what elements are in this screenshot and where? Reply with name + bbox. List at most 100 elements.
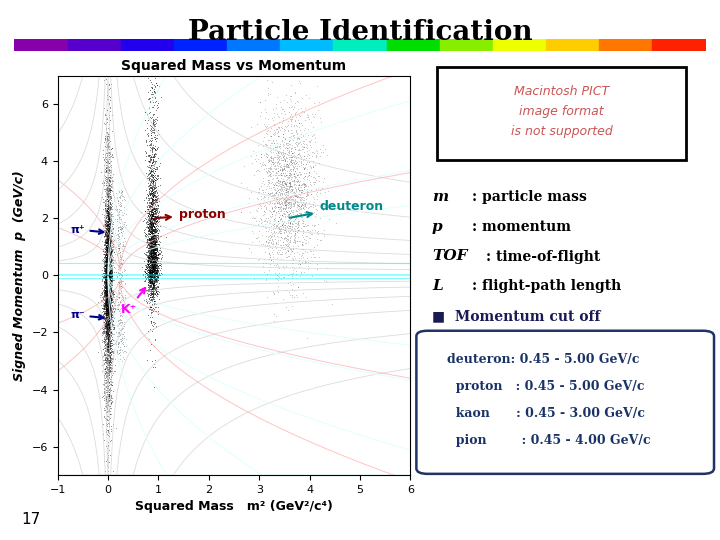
- Point: [284, 228, 295, 237]
- Point: [145, 224, 156, 233]
- Point: [96, 291, 107, 300]
- Point: [103, 361, 114, 370]
- Point: [151, 269, 163, 278]
- Point: [99, 283, 111, 292]
- Point: [99, 241, 110, 249]
- Point: [100, 335, 112, 344]
- Point: [101, 177, 112, 185]
- Point: [273, 195, 284, 204]
- Point: [148, 256, 159, 265]
- Point: [151, 263, 163, 272]
- Point: [100, 227, 112, 235]
- Point: [104, 308, 116, 317]
- Point: [148, 203, 159, 212]
- Point: [147, 240, 158, 248]
- Point: [103, 268, 114, 276]
- Point: [101, 268, 112, 276]
- Point: [102, 335, 113, 343]
- Point: [141, 263, 153, 272]
- Point: [138, 270, 149, 279]
- Point: [308, 195, 320, 204]
- Point: [102, 166, 113, 174]
- Point: [103, 289, 114, 298]
- Point: [104, 239, 115, 247]
- Point: [148, 260, 160, 268]
- Point: [102, 281, 113, 289]
- Point: [101, 260, 112, 268]
- Point: [102, 280, 113, 289]
- Point: [104, 248, 116, 256]
- Point: [148, 80, 160, 89]
- Point: [148, 213, 159, 222]
- Point: [103, 208, 114, 217]
- Point: [104, 259, 116, 268]
- Point: [104, 357, 115, 366]
- Point: [105, 310, 117, 319]
- Point: [103, 426, 114, 434]
- Point: [146, 260, 158, 269]
- Point: [144, 279, 156, 288]
- Point: [145, 134, 157, 143]
- Point: [103, 255, 114, 264]
- Point: [104, 345, 115, 354]
- Point: [102, 260, 114, 268]
- Point: [98, 291, 109, 299]
- Point: [147, 236, 158, 245]
- Point: [145, 210, 156, 219]
- Point: [259, 188, 271, 197]
- Point: [145, 239, 156, 247]
- Point: [148, 285, 160, 293]
- Point: [147, 111, 158, 119]
- Point: [149, 299, 161, 308]
- Point: [112, 251, 123, 260]
- Point: [273, 232, 284, 241]
- Point: [144, 214, 156, 222]
- Point: [146, 199, 158, 207]
- Point: [294, 260, 306, 268]
- Point: [145, 262, 156, 271]
- Point: [149, 213, 161, 222]
- Point: [104, 254, 115, 262]
- Point: [99, 351, 111, 360]
- Point: [104, 93, 116, 102]
- Point: [116, 293, 127, 301]
- Point: [101, 262, 112, 271]
- Point: [150, 275, 162, 284]
- Point: [105, 214, 117, 223]
- Point: [104, 276, 116, 285]
- Point: [149, 160, 161, 169]
- Point: [145, 129, 157, 137]
- Point: [96, 275, 108, 284]
- Point: [102, 408, 113, 416]
- Point: [101, 219, 112, 227]
- Point: [284, 132, 295, 141]
- Point: [103, 174, 114, 183]
- Point: [145, 249, 157, 258]
- Point: [103, 242, 114, 251]
- Point: [260, 163, 271, 172]
- Point: [103, 307, 114, 316]
- Point: [102, 243, 113, 252]
- Point: [144, 264, 156, 273]
- Point: [102, 323, 113, 332]
- Point: [146, 243, 158, 252]
- Point: [104, 254, 115, 263]
- Point: [145, 263, 157, 272]
- Point: [99, 247, 111, 256]
- Point: [148, 268, 159, 276]
- Point: [150, 217, 161, 225]
- Point: [145, 340, 156, 348]
- Point: [297, 238, 309, 246]
- Point: [147, 271, 158, 280]
- Point: [147, 274, 158, 283]
- Point: [315, 235, 327, 244]
- Point: [291, 191, 302, 199]
- Point: [143, 219, 154, 228]
- Point: [102, 287, 113, 295]
- Point: [115, 273, 127, 281]
- Point: [105, 249, 117, 258]
- Point: [260, 141, 271, 150]
- Point: [102, 295, 114, 304]
- Point: [103, 244, 114, 253]
- Point: [105, 313, 117, 322]
